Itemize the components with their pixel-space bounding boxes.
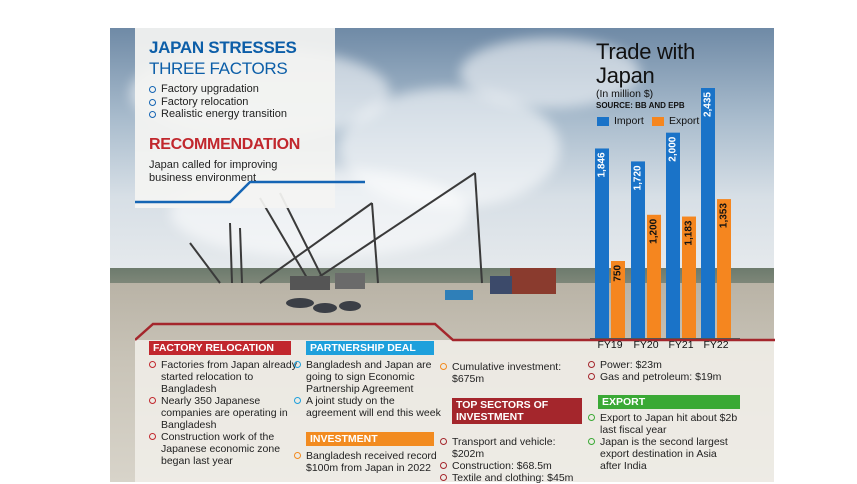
bullet-icon <box>588 414 595 421</box>
import-bar-fy21 <box>666 132 680 338</box>
panel-rule <box>135 180 365 204</box>
list-item: Textile and clothing: $45m <box>440 472 590 484</box>
recommendation-title: RECOMMENDATION <box>149 136 301 153</box>
bullet-icon <box>440 474 447 481</box>
bullet-icon <box>294 452 301 459</box>
export-bar-fy22 <box>717 199 731 338</box>
bullet-icon <box>440 363 447 370</box>
export-bar-fy20 <box>647 214 661 338</box>
cloud <box>460 38 640 108</box>
bullet-icon <box>149 433 156 440</box>
x-tick-label: FY22 <box>703 339 728 351</box>
list-item: Nearly 350 Japanese companies are operat… <box>149 395 299 431</box>
power-list: Power: $23m Gas and petroleum: $19m <box>588 359 738 383</box>
info-panel <box>135 28 335 208</box>
import-bar-fy20 <box>631 161 645 338</box>
bullet-icon <box>440 438 447 445</box>
chart-source: SOURCE: BB AND EPB <box>596 101 685 110</box>
bullet-icon <box>149 86 156 93</box>
legend-swatch-export <box>652 117 664 126</box>
factors-list: Factory upgradation Factory relocation R… <box>149 83 287 121</box>
partnership-deal-label: PARTNERSHIP DEAL <box>306 341 434 355</box>
list-item: Factory relocation <box>149 96 287 109</box>
chart-subtitle: (In million $) <box>596 88 654 100</box>
bottom-rule <box>135 322 775 342</box>
top-sectors-label: TOP SECTORS OF INVESTMENT <box>452 398 582 424</box>
bullet-icon <box>440 462 447 469</box>
cranes-illustration <box>189 172 556 313</box>
list-item: Export to Japan hit about $2b last fisca… <box>588 412 738 436</box>
list-item: Construction work of the Japanese econom… <box>149 431 299 467</box>
list-item: Cumulative investment: $675m <box>440 361 580 385</box>
export-value-label: 750 <box>613 265 624 282</box>
subheadline: THREE FACTORS <box>149 59 288 78</box>
list-item: Bangladesh and Japan are going to sign E… <box>294 359 444 395</box>
list-item: Gas and petroleum: $19m <box>588 371 738 383</box>
investment-list: Bangladesh received record $100m from Ja… <box>294 450 444 474</box>
legend-import: Import <box>614 115 644 127</box>
export-bar-fy19 <box>611 260 625 338</box>
list-item: Bangladesh received record $100m from Ja… <box>294 450 444 474</box>
bullet-icon <box>149 361 156 368</box>
export-value-label: 1,200 <box>649 218 660 243</box>
cumulative-list: Cumulative investment: $675m <box>440 361 580 385</box>
list-item: Realistic energy transition <box>149 108 287 121</box>
partnership-deal-list: Bangladesh and Japan are going to sign E… <box>294 359 444 419</box>
bullet-icon <box>588 438 595 445</box>
bullet-icon <box>149 98 156 106</box>
x-tick-label: FY19 <box>597 339 622 351</box>
list-item: A joint study on the agreement will end … <box>294 395 444 419</box>
list-item: Japan is the second largest export desti… <box>588 436 738 472</box>
bullet-icon <box>588 373 595 380</box>
export-value-label: 1,353 <box>719 203 730 228</box>
factory-relocation-list: Factories from Japan already started rel… <box>149 359 299 467</box>
import-value-label: 1,720 <box>633 165 644 190</box>
list-item: Transport and vehicle: $202m <box>440 436 590 460</box>
import-bar-fy22 <box>701 88 715 338</box>
trade-chart: 1,846 750 FY19 1,720 1,200 FY20 2,000 1,183 FY21… <box>590 88 740 351</box>
bullet-icon <box>294 397 301 404</box>
bullet-icon <box>588 361 595 368</box>
import-value-label: 2,435 <box>703 92 714 117</box>
legend-export: Export <box>669 115 700 127</box>
legend-swatch-import <box>597 117 609 126</box>
export-list: Export to Japan hit about $2b last fisca… <box>588 412 738 472</box>
list-item: Factory upgradation <box>149 83 287 96</box>
top-sectors-list: Transport and vehicle: $202m Constructio… <box>440 436 590 484</box>
import-bar-fy19 <box>595 148 609 338</box>
list-item: Construction: $68.5m <box>440 460 590 472</box>
headline: JAPAN STRESSES <box>149 38 297 57</box>
bullet-icon <box>149 111 156 118</box>
factory-relocation-label: FACTORY RELOCATION <box>149 341 291 355</box>
export-bar-fy21 <box>682 216 696 338</box>
list-item: Factories from Japan already started rel… <box>149 359 299 395</box>
import-value-label: 1,846 <box>597 152 608 177</box>
bullet-icon <box>294 361 301 368</box>
export-value-label: 1,183 <box>684 220 695 245</box>
recommendation-text: Japan called for improving business envi… <box>149 159 278 184</box>
investment-label: INVESTMENT <box>306 432 434 446</box>
import-value-label: 2,000 <box>668 136 679 161</box>
x-tick-label: FY20 <box>633 339 658 351</box>
chart-title: Trade with Japan <box>596 39 695 88</box>
export-label: EXPORT <box>598 395 740 409</box>
bullet-icon <box>149 397 156 404</box>
x-tick-label: FY21 <box>668 339 693 351</box>
list-item: Power: $23m <box>588 359 738 371</box>
